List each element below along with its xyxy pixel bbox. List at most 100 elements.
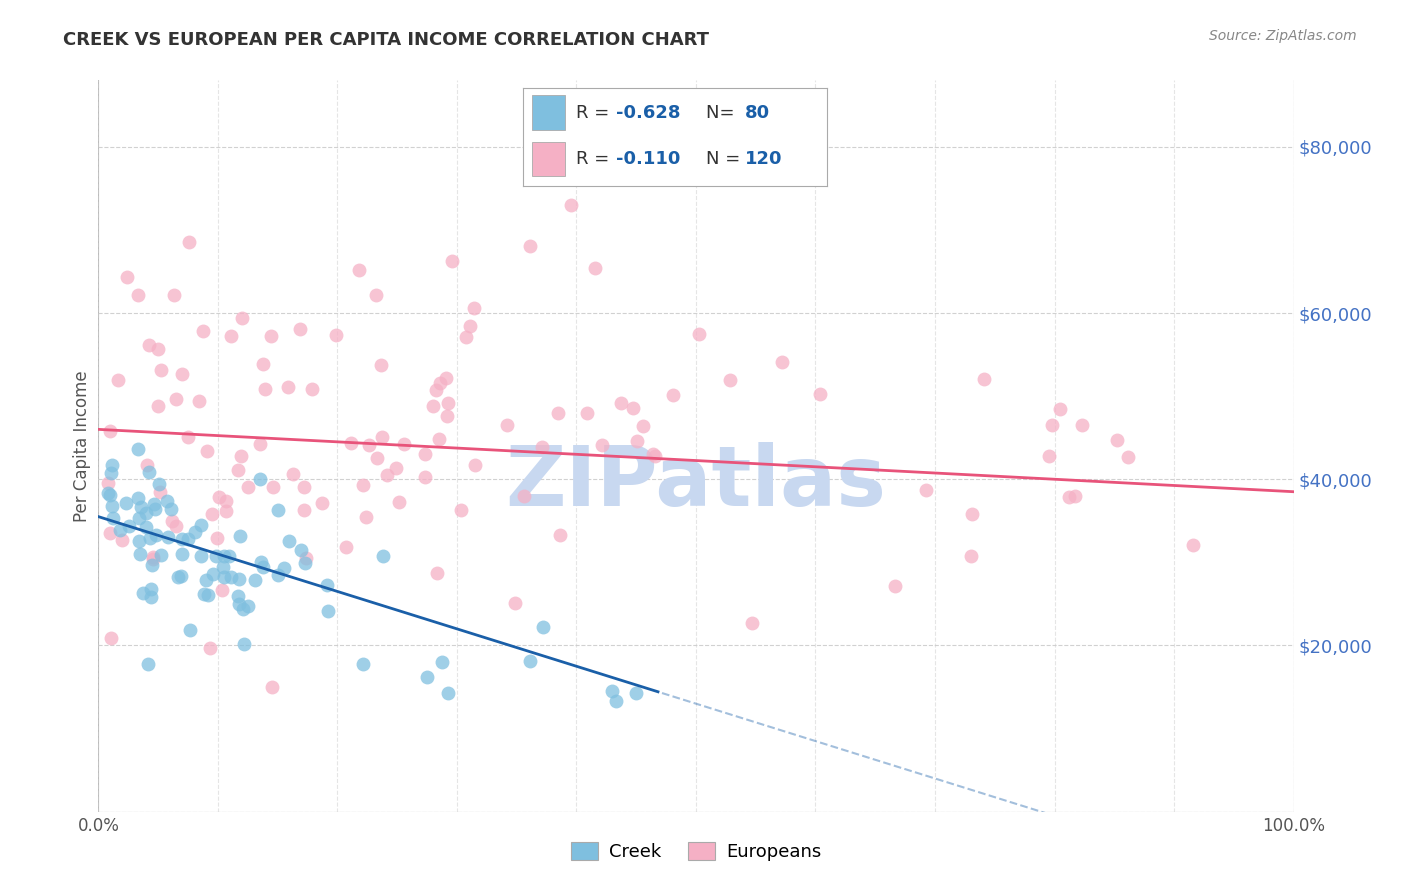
Point [415,447,437,461]
Point [150,363,173,377]
Point [1038,450,1060,464]
Point [283,467,305,481]
Point [267,503,290,517]
Point [195,443,218,458]
Point [143,502,166,516]
Point [370,359,392,373]
Point [135,506,157,520]
Point [177,532,200,546]
Point [142,552,165,566]
Point [103,511,125,525]
Point [262,480,284,494]
Point [101,500,124,514]
Point [249,555,271,569]
Point [138,338,160,352]
Point [311,496,333,510]
Point [429,376,451,391]
Point [98,424,121,438]
Point [267,568,290,582]
Point [366,288,388,302]
Point [450,503,472,517]
Point [200,640,222,655]
Point [583,260,606,275]
Point [427,433,450,447]
Point [201,507,224,521]
Point [100,466,122,480]
Point [129,500,152,514]
Point [141,582,163,597]
Point [100,458,122,472]
Point [325,328,347,343]
Point [600,684,623,698]
Point [165,519,187,533]
Point [1107,433,1129,447]
Point [118,519,141,533]
Point [688,327,710,342]
Point [127,491,149,505]
Point [177,430,200,444]
Point [519,654,541,668]
Point [179,624,201,638]
Point [127,442,149,456]
Point [375,467,398,482]
Point [228,572,250,586]
Point [148,476,170,491]
Point [315,578,337,592]
Point [229,529,252,543]
Point [100,631,122,645]
Point [156,494,179,508]
Point [226,589,249,603]
Point [770,354,793,368]
Point [170,533,193,547]
Point [352,478,374,492]
Point [1116,450,1139,464]
Point [201,567,224,582]
Point [97,476,120,491]
Point [437,686,460,700]
Point [413,470,436,484]
Point [301,383,323,397]
Point [388,495,411,509]
Point [1063,489,1085,503]
Point [548,527,571,541]
Point [226,463,249,477]
Point [135,458,157,472]
Point [211,582,233,597]
Point [231,310,253,325]
Point [219,570,242,584]
Point [371,549,394,564]
Point [128,510,150,524]
Point [426,566,449,580]
Point [212,559,235,574]
Point [294,556,316,570]
Point [292,480,315,494]
Point [167,570,190,584]
Point [385,460,408,475]
Point [188,394,211,409]
Point [252,357,274,371]
Point [143,497,166,511]
Point [808,387,831,401]
Point [292,503,315,517]
Point [249,437,271,451]
Y-axis label: Per Capita Income: Per Capita Income [73,370,91,522]
Point [215,493,238,508]
Point [605,694,627,708]
Point [129,547,152,561]
Point [132,586,155,600]
Point [513,489,536,503]
Point [232,601,254,615]
Point [163,288,186,302]
Point [212,570,235,584]
Point [340,436,363,450]
Point [644,449,666,463]
Point [170,547,193,561]
Point [624,686,647,700]
Point [252,560,274,574]
Point [127,288,149,302]
Point [464,458,486,472]
Point [97,486,120,500]
Point [221,329,243,343]
Point [190,517,212,532]
Point [436,396,458,410]
